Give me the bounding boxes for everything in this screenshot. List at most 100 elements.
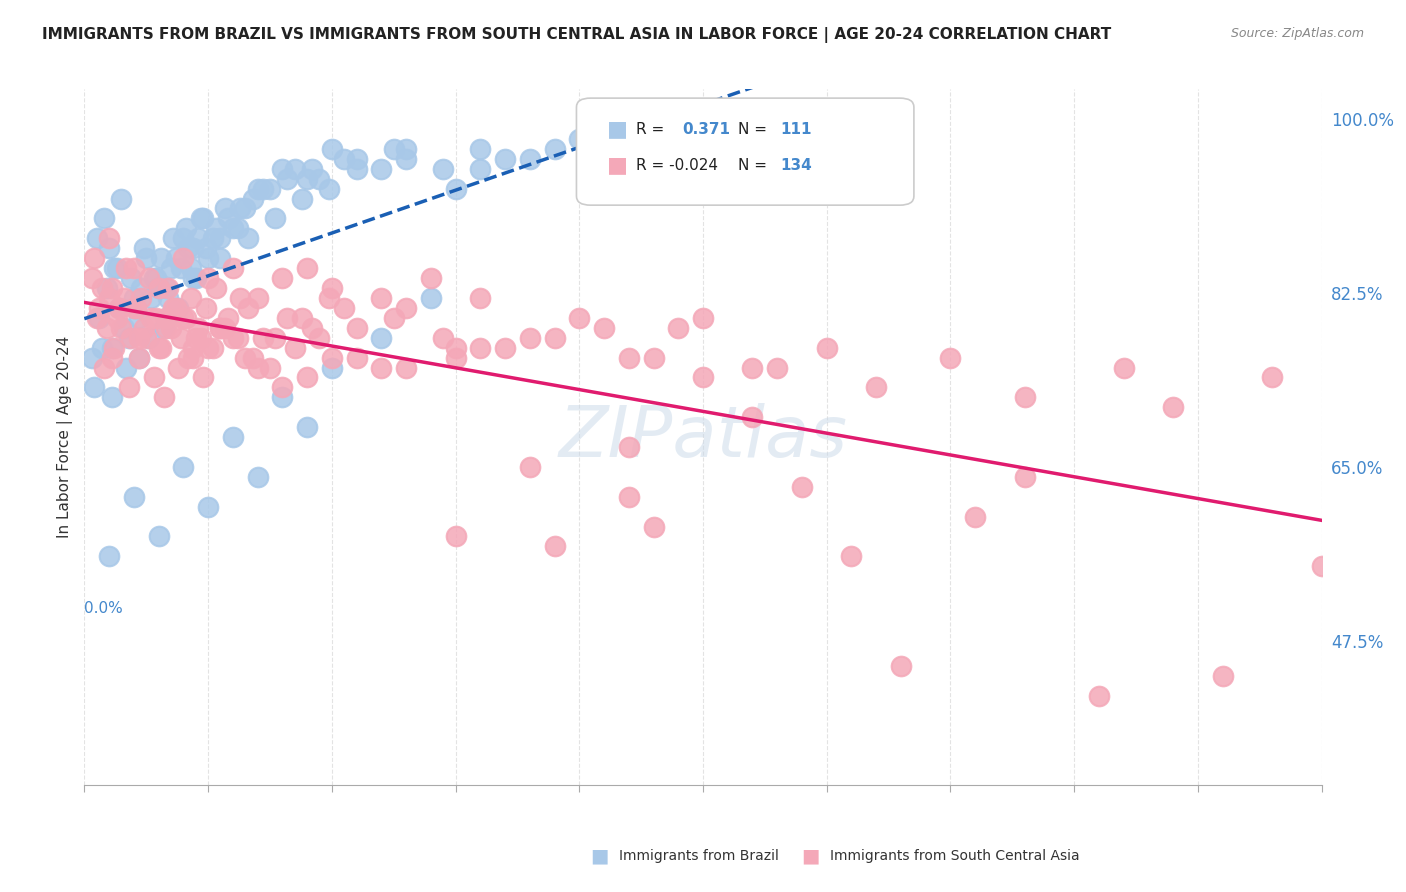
Point [259,360,281,375]
Text: N =: N = [738,158,768,172]
Point [276,171,298,186]
Point [167,301,190,315]
Point [284,341,307,355]
Point [148,529,170,543]
Point [105,261,128,276]
Point [209,320,232,334]
Point [80,351,103,365]
Point [271,271,294,285]
Point [444,181,467,195]
Point [118,331,141,345]
Point [83,251,105,265]
Point [214,202,236,216]
Point [259,181,281,195]
Point [150,251,173,265]
Point [233,351,256,365]
Point [108,301,131,315]
Point [370,331,392,345]
Text: ■: ■ [607,155,628,175]
Point [308,331,330,345]
Point [138,271,160,285]
Point [295,420,318,434]
Point [105,310,128,325]
Point [209,251,232,265]
Point [122,291,145,305]
Point [470,341,492,355]
Point [291,192,314,206]
Point [494,341,516,355]
Text: Source: ZipAtlas.com: Source: ZipAtlas.com [1230,27,1364,40]
Point [236,301,259,315]
Point [1112,360,1135,375]
Point [321,281,343,295]
Point [155,320,177,334]
Point [666,122,689,136]
Point [152,390,174,404]
Text: 111: 111 [780,122,811,136]
Point [741,360,763,375]
Point [692,132,714,146]
Point [519,152,541,166]
Point [318,181,340,195]
Point [246,291,269,305]
Point [194,241,217,255]
Point [271,161,294,176]
Point [1212,668,1234,682]
Point [444,341,467,355]
Point [395,152,418,166]
Point [301,161,323,176]
Point [233,202,256,216]
Point [222,261,245,276]
Point [115,360,138,375]
Point [181,271,204,285]
Point [141,291,163,305]
Point [148,341,170,355]
Point [129,291,152,305]
Point [815,142,838,156]
Point [190,211,212,226]
Point [191,370,214,384]
Point [370,291,392,305]
Point [217,211,239,226]
Point [229,291,252,305]
Point [741,410,763,425]
Point [264,331,287,345]
Point [100,390,122,404]
Point [470,291,492,305]
Point [395,360,418,375]
Point [112,320,135,334]
Point [444,529,467,543]
Point [226,221,249,235]
Point [209,320,232,334]
Point [162,231,184,245]
Point [692,310,714,325]
Point [89,301,111,315]
Point [98,549,121,564]
Point [118,380,141,394]
Point [172,231,194,245]
Point [181,241,204,255]
Point [138,331,160,345]
Point [519,331,541,345]
Text: R = -0.024: R = -0.024 [636,158,717,172]
Point [308,171,330,186]
Point [242,351,264,365]
Point [191,211,214,226]
Point [692,370,714,384]
Point [333,152,356,166]
Point [128,310,150,325]
Text: IMMIGRANTS FROM BRAZIL VS IMMIGRANTS FROM SOUTH CENTRAL ASIA IN LABOR FORCE | AG: IMMIGRANTS FROM BRAZIL VS IMMIGRANTS FRO… [42,27,1111,43]
Point [252,181,274,195]
Point [83,380,105,394]
Point [197,500,219,514]
Point [494,152,516,166]
Point [264,211,287,226]
Point [346,152,368,166]
Point [271,380,294,394]
Point [1088,689,1111,703]
Point [202,341,225,355]
Point [246,470,269,484]
Point [865,380,887,394]
Point [177,241,200,255]
Point [226,331,249,345]
